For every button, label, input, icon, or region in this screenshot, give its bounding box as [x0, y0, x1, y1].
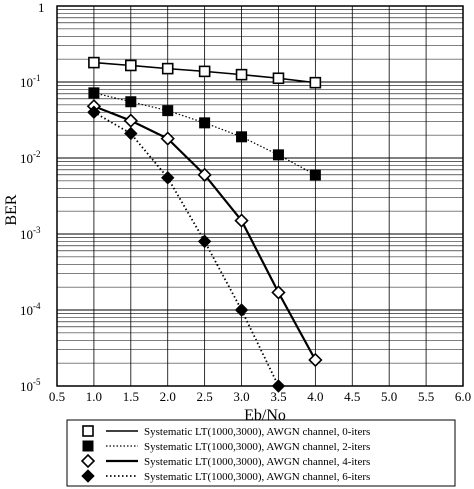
- data-point: [88, 87, 100, 99]
- y-axis-label: BER: [3, 194, 20, 225]
- legend-marker: [81, 469, 95, 483]
- y-tick-label: 1: [38, 0, 45, 15]
- x-tick-label: 5.0: [381, 389, 397, 404]
- data-point: [88, 56, 100, 69]
- x-tick-label: 2.0: [160, 389, 176, 404]
- data-point: [236, 131, 248, 143]
- x-tick-label: 4.0: [307, 389, 323, 404]
- x-tick-label: 0.5: [49, 389, 65, 404]
- series-line: [93, 111, 280, 387]
- x-tick-label: 3.0: [233, 389, 249, 404]
- data-point: [125, 96, 137, 108]
- data-point: [162, 105, 174, 117]
- x-tick-label: 3.5: [270, 389, 286, 404]
- data-point: [271, 379, 286, 393]
- y-tick-label: 10-5: [20, 377, 41, 394]
- legend-label: Systematic LT(1000,3000), AWGN channel, …: [144, 441, 370, 453]
- y-tick-labels: 1 10-1 10-2 10-3 10-4 10-5: [20, 0, 45, 394]
- data-point: [198, 65, 211, 78]
- data-point: [197, 234, 212, 249]
- y-tick-label: 10-2: [20, 149, 41, 166]
- plot-frame: [56, 5, 464, 387]
- x-tick-label: 2.5: [197, 389, 213, 404]
- legend-label: Systematic LT(1000,3000), AWGN channel, …: [144, 471, 370, 483]
- data-point: [161, 62, 174, 75]
- data-point: [271, 285, 286, 300]
- data-point: [197, 167, 212, 182]
- x-tick-label: 4.5: [344, 389, 360, 404]
- y-tick-label: 10-3: [20, 225, 41, 242]
- data-point: [123, 113, 138, 128]
- data-point: [234, 303, 249, 317]
- series-3: [87, 105, 286, 393]
- data-point: [160, 131, 175, 146]
- legend-marker: [82, 440, 94, 452]
- x-tick-label: 5.5: [418, 389, 434, 404]
- y-tick-label: 10-4: [20, 301, 41, 318]
- data-point: [272, 149, 284, 161]
- x-tick-label: 1.5: [123, 389, 139, 404]
- data-point: [199, 117, 211, 129]
- data-point: [161, 171, 175, 185]
- series-layer: [86, 56, 323, 393]
- legend-label: Systematic LT(1000,3000), AWGN channel, …: [144, 426, 370, 438]
- data-point: [309, 169, 321, 181]
- data-point: [235, 68, 248, 81]
- x-tick-label: 1.0: [86, 389, 102, 404]
- data-point: [234, 213, 249, 228]
- data-point: [308, 352, 323, 368]
- legend-marker: [82, 425, 94, 437]
- series-0: [88, 56, 322, 89]
- data-point: [272, 72, 285, 85]
- data-point: [125, 59, 137, 72]
- series-1: [88, 87, 321, 181]
- x-tick-labels: 0.5 1.0 1.5 2.0 2.5 3.0 3.5 4.0 4.5 5.0 5.5 6.0: [49, 389, 471, 404]
- legend: Systematic LT(1000,3000), AWGN channel, …: [66, 419, 456, 487]
- grid: [56, 5, 464, 387]
- y-tick-label: 10-1: [20, 73, 41, 90]
- data-point: [124, 126, 138, 141]
- legend-marker: [80, 453, 96, 469]
- data-point: [87, 105, 101, 119]
- x-tick-label: 6.0: [455, 389, 471, 404]
- data-point: [309, 76, 322, 89]
- legend-label: Systematic LT(1000,3000), AWGN channel, …: [144, 456, 370, 468]
